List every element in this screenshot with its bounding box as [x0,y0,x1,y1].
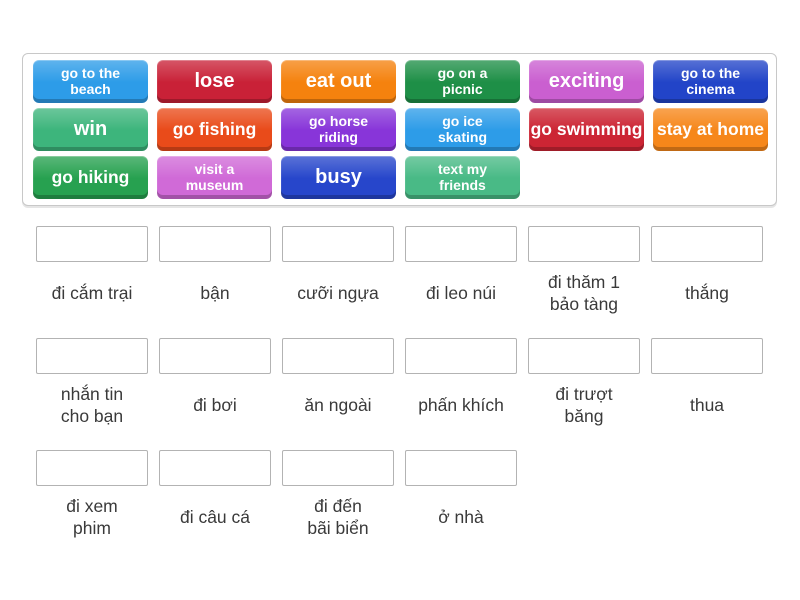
target-label-thua: thua [689,394,725,415]
match-cell: đi thăm 1 bảo tàng [528,226,640,324]
answer-slot-di-leo-nui[interactable] [405,226,517,262]
target-label-di-den-bai-bien: đi đến bãi biển [307,495,369,538]
match-cell: bận [159,226,271,324]
target-label-di-truot-bang: đi trượt băng [555,383,613,426]
tile-go-to-the-beach[interactable]: go to the beach [33,60,148,103]
tile-go-to-the-cinema[interactable]: go to the cinema [653,60,768,103]
target-label-thang: thắng [685,282,729,303]
answer-slot-di-den-bai-bien[interactable] [282,450,394,486]
tile-go-fishing[interactable]: go fishing [157,108,272,151]
match-cell: đi câu cá [159,450,271,548]
target-label-cuoi-ngua: cưỡi ngựa [297,282,379,303]
answer-slot-thang[interactable] [651,226,763,262]
answer-slot-o-nha[interactable] [405,450,517,486]
tile-go-swimming[interactable]: go swimming [529,108,644,151]
answer-slot-di-xem-phim[interactable] [36,450,148,486]
answer-slot-thua[interactable] [651,338,763,374]
answer-slot-di-truot-bang[interactable] [528,338,640,374]
answer-slot-di-boi[interactable] [159,338,271,374]
target-label-di-cau-ca: đi câu cá [179,506,251,527]
target-label-di-cam-trai: đi cắm trại [51,282,133,303]
tile-go-horse-riding[interactable]: go horse riding [281,108,396,151]
target-label-di-boi: đi bơi [193,394,237,415]
tile-go-ice-skating[interactable]: go ice skating [405,108,520,151]
answer-board: đi cắm trại bận cưỡi ngựa đi leo núi đi … [36,226,763,548]
answer-slot-phan-khich[interactable] [405,338,517,374]
match-cell: ăn ngoài [282,338,394,436]
tile-stay-at-home[interactable]: stay at home [653,108,768,151]
match-cell: đi đến bãi biển [282,450,394,548]
match-cell: đi leo núi [405,226,517,324]
match-cell: cưỡi ngựa [282,226,394,324]
target-label-phan-khich: phấn khích [418,394,504,415]
match-cell: thắng [651,226,763,324]
tile-go-on-a-picnic[interactable]: go on a picnic [405,60,520,103]
answer-slot-ban[interactable] [159,226,271,262]
tile-visit-a-museum[interactable]: visit a museum [157,156,272,199]
match-cell: nhắn tin cho bạn [36,338,148,436]
tile-bank-panel: go to the beach lose eat out go on a pic… [22,53,777,206]
target-label-nhan-tin-cho-ban: nhắn tin cho bạn [60,383,124,426]
match-cell: thua [651,338,763,436]
tile-busy[interactable]: busy [281,156,396,199]
answer-slot-di-cau-ca[interactable] [159,450,271,486]
answer-slot-di-cam-trai[interactable] [36,226,148,262]
target-label-an-ngoai: ăn ngoài [304,394,372,415]
match-cell: phấn khích [405,338,517,436]
match-cell: đi trượt băng [528,338,640,436]
target-label-di-tham-1-bao-tang: đi thăm 1 bảo tàng [548,271,620,314]
target-label-o-nha: ở nhà [438,506,484,527]
answer-slot-di-tham-1-bao-tang[interactable] [528,226,640,262]
answer-slot-nhan-tin-cho-ban[interactable] [36,338,148,374]
answer-slot-an-ngoai[interactable] [282,338,394,374]
match-cell: đi cắm trại [36,226,148,324]
target-label-di-xem-phim: đi xem phim [66,495,118,538]
tile-lose[interactable]: lose [157,60,272,103]
match-cell: đi bơi [159,338,271,436]
target-label-ban: bận [200,282,230,303]
tile-go-hiking[interactable]: go hiking [33,156,148,199]
match-cell: đi xem phim [36,450,148,548]
tile-win[interactable]: win [33,108,148,151]
tile-text-my-friends[interactable]: text my friends [405,156,520,199]
target-label-di-leo-nui: đi leo núi [425,282,497,303]
tile-exciting[interactable]: exciting [529,60,644,103]
answer-slot-cuoi-ngua[interactable] [282,226,394,262]
tile-eat-out[interactable]: eat out [281,60,396,103]
match-cell: ở nhà [405,450,517,548]
